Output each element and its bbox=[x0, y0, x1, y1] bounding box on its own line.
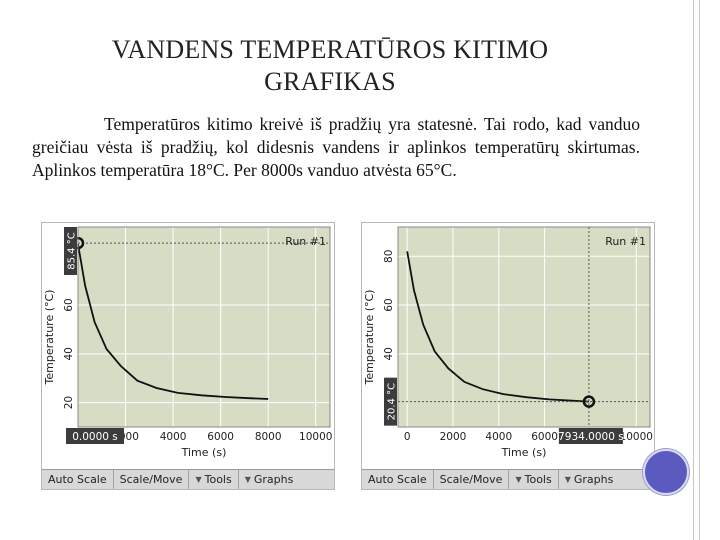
auto-scale-button[interactable]: Auto Scale bbox=[362, 470, 434, 489]
y-tick-label: 60 bbox=[63, 298, 75, 311]
chart-panel-right: Run #1 0 2000 4000 6000 10000 40 60 80 Time (s) Te… bbox=[361, 222, 655, 490]
tools-label: Tools bbox=[524, 473, 552, 486]
slide-nav-circle-icon[interactable] bbox=[643, 449, 689, 495]
title-line-2: GRAFIKAS bbox=[264, 67, 396, 96]
graphs-label: Graphs bbox=[573, 473, 614, 486]
y-tick-label: 80 bbox=[383, 250, 395, 263]
scale-move-label: Scale/Move bbox=[439, 473, 503, 486]
tools-menu[interactable]: ▼ Tools bbox=[189, 470, 239, 489]
x-tick-label: 6000 bbox=[531, 431, 558, 443]
y-axis-title: Temperature (°C) bbox=[363, 290, 376, 386]
y-axis-title: Temperature (°C) bbox=[43, 290, 56, 386]
toolbar-left: Auto Scale Scale/Move ▼ Tools ▼ Graphs bbox=[42, 469, 334, 489]
scale-move-button[interactable]: Scale/Move bbox=[114, 470, 190, 489]
x-tick-label: 0 bbox=[404, 431, 411, 443]
scale-move-label: Scale/Move bbox=[119, 473, 183, 486]
chart-panel-left: Run #1 2000 4000 6000 8000 10000 20 40 60 Time (s… bbox=[41, 222, 335, 490]
y-tick-label: 60 bbox=[383, 298, 395, 311]
x-axis-title: Time (s) bbox=[181, 446, 227, 459]
tools-caret-icon: ▼ bbox=[515, 475, 522, 484]
tools-label: Tools bbox=[204, 473, 232, 486]
x-readout-box bbox=[558, 428, 623, 444]
y-readout-box bbox=[384, 377, 397, 426]
tools-caret-icon: ▼ bbox=[195, 475, 202, 484]
graphs-caret-icon: ▼ bbox=[564, 475, 571, 484]
x-tick-label: 10000 bbox=[299, 431, 332, 443]
graphs-menu[interactable]: ▼ Graphs bbox=[559, 470, 654, 489]
x-axis-title: Time (s) bbox=[501, 446, 547, 459]
auto-scale-button[interactable]: Auto Scale bbox=[42, 470, 114, 489]
chart-right-svg[interactable]: Run #1 0 2000 4000 6000 10000 40 60 80 Time (s) Te… bbox=[362, 223, 654, 469]
y-tick-label: 40 bbox=[383, 347, 395, 360]
graphs-caret-icon: ▼ bbox=[244, 475, 251, 484]
y-readout: 85.4 °C bbox=[67, 232, 78, 269]
scale-move-button[interactable]: Scale/Move bbox=[434, 470, 510, 489]
y-readout: 20.4 °C bbox=[387, 383, 398, 420]
x-tick-label: 10000 bbox=[620, 431, 653, 443]
y-tick-label: 40 bbox=[63, 347, 75, 360]
tools-menu[interactable]: ▼ Tools bbox=[509, 470, 559, 489]
slide-border-right bbox=[699, 0, 700, 540]
auto-scale-label: Auto Scale bbox=[48, 473, 107, 486]
slide-body-text: Temperatūros kitimo kreivė iš pradžių yr… bbox=[32, 114, 640, 180]
temperature-curve bbox=[406, 251, 589, 403]
run-label: Run #1 bbox=[285, 235, 326, 248]
auto-scale-label: Auto Scale bbox=[368, 473, 427, 486]
slide-title: VANDENS TEMPERATŪROS KITIMO GRAFIKAS bbox=[40, 34, 620, 98]
run-label: Run #1 bbox=[605, 235, 646, 248]
temperature-curve bbox=[77, 243, 269, 400]
x-tick-label: 2000 bbox=[440, 431, 467, 443]
graphs-menu[interactable]: ▼ Graphs bbox=[239, 470, 334, 489]
title-line-1: VANDENS TEMPERATŪROS KITIMO bbox=[111, 35, 549, 64]
toolbar-right: Auto Scale Scale/Move ▼ Tools ▼ Graphs bbox=[362, 469, 654, 489]
x-tick-label: 4000 bbox=[485, 431, 512, 443]
y-tick-label: 20 bbox=[63, 396, 75, 409]
x-tick-label: 6000 bbox=[207, 431, 234, 443]
plot-border bbox=[397, 226, 651, 428]
x-tick-label: 4000 bbox=[160, 431, 187, 443]
slide-border-left bbox=[693, 0, 694, 540]
x-readout: 7934.0000 s bbox=[558, 431, 624, 443]
data-cursor-marker bbox=[582, 395, 596, 408]
x-tick-label: 8000 bbox=[255, 431, 282, 443]
x-readout: 0.0000 s bbox=[72, 431, 118, 443]
plot-area bbox=[78, 227, 330, 427]
plot-area bbox=[398, 227, 650, 427]
graphs-label: Graphs bbox=[253, 473, 294, 486]
x-readout-box bbox=[66, 428, 124, 444]
y-readout-box bbox=[64, 227, 77, 275]
plot-border bbox=[77, 226, 331, 428]
